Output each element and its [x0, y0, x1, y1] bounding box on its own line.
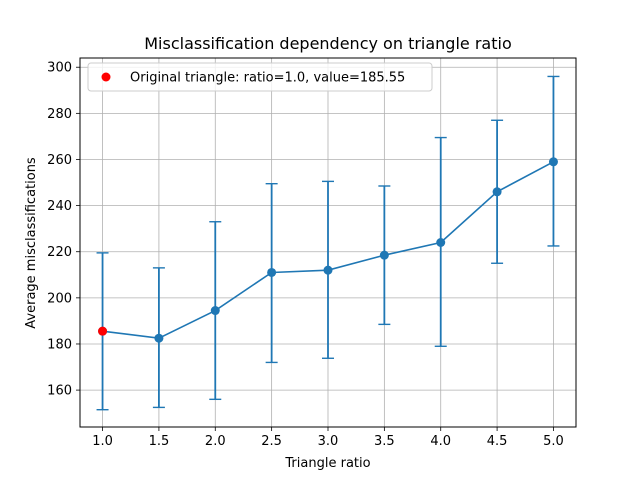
x-tick-label: 2.0 [205, 434, 226, 449]
x-tick-label: 5.0 [543, 434, 564, 449]
legend: Original triangle: ratio=1.0, value=185.… [87, 62, 433, 92]
legend-box [87, 62, 433, 92]
series-layer [96, 75, 560, 411]
data-point [210, 306, 220, 316]
highlight-point [98, 326, 108, 336]
data-point [154, 333, 164, 343]
x-tick-label: 3.5 [374, 434, 395, 449]
y-tick-label: 280 [47, 107, 72, 122]
x-tick-label: 3.0 [318, 434, 339, 449]
x-axis-label: Triangle ratio [284, 456, 370, 471]
y-tick-label: 260 [47, 153, 72, 168]
x-tick-label: 1.0 [92, 434, 113, 449]
y-tick-label: 300 [47, 61, 72, 76]
y-axis-label: Average misclassifications [24, 157, 39, 329]
data-point [267, 267, 277, 277]
data-point [323, 265, 333, 275]
data-point [436, 238, 446, 247]
legend-marker [101, 72, 111, 82]
y-tick-label: 180 [47, 337, 72, 352]
x-tick-label: 2.5 [261, 434, 282, 449]
axis-ticks: 1.0 1.5 2.0 2.5 3.0 3.5 4.0 4.5 5.0 160 180 200 220 2… [47, 61, 564, 449]
x-tick-label: 4.5 [487, 434, 508, 449]
data-point [379, 250, 389, 260]
y-tick-label: 220 [47, 245, 72, 260]
x-tick-label: 1.5 [149, 434, 170, 449]
y-tick-label: 160 [47, 384, 72, 399]
x-tick-label: 4.0 [430, 434, 451, 449]
data-point [492, 187, 502, 197]
chart-title: Misclassification dependency on triangle… [144, 34, 511, 53]
y-tick-label: 200 [47, 291, 72, 306]
legend-label: Original triangle: ratio=1.0, value=185.… [130, 71, 405, 86]
y-tick-label: 240 [47, 199, 72, 214]
data-point [548, 157, 558, 167]
